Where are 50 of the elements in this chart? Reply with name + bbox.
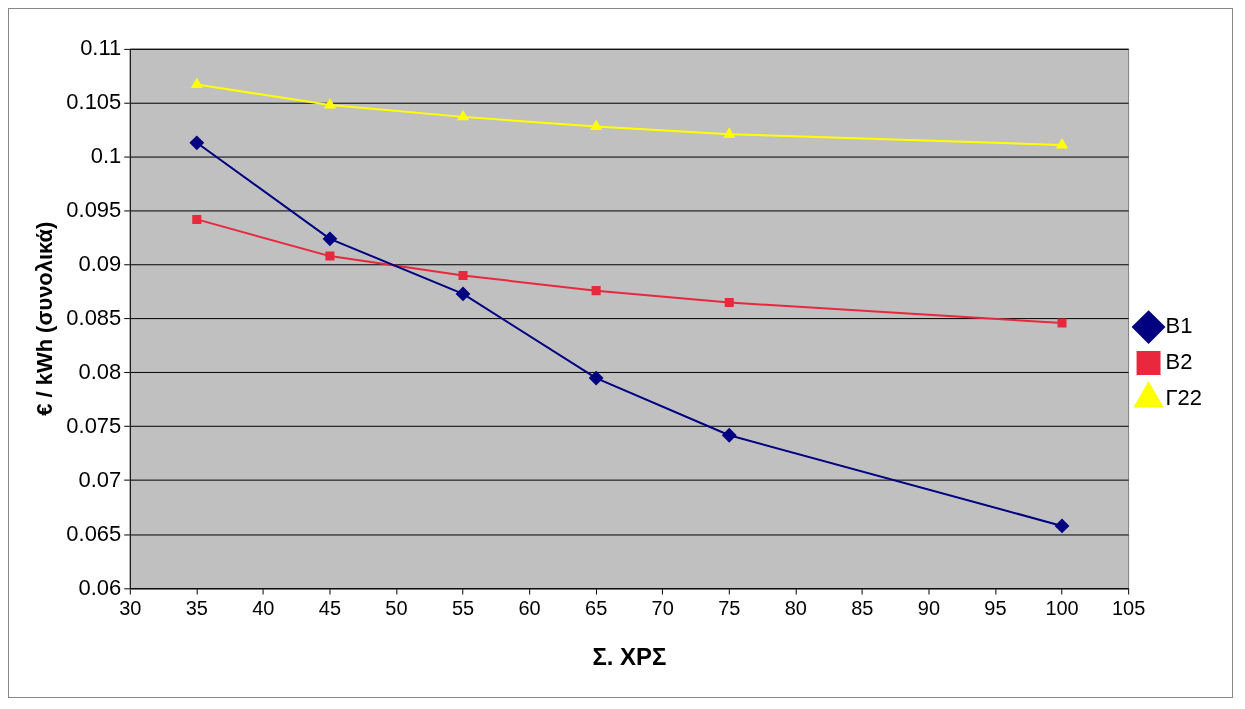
y-tick-label: 0.085	[66, 304, 122, 330]
y-tick-label: 0.075	[66, 412, 122, 438]
legend-label: B1	[1165, 313, 1193, 339]
x-tick-label: 45	[318, 596, 342, 619]
point	[724, 297, 734, 308]
point	[458, 271, 468, 281]
point	[456, 286, 471, 301]
point	[324, 99, 336, 109]
legend-label: Γ22	[1165, 384, 1203, 410]
y-axis-title: € / kWh (συνολικά)	[32, 221, 58, 416]
y-tick-label: 0.07	[78, 466, 122, 492]
point	[457, 110, 469, 121]
point	[1057, 318, 1067, 328]
x-tick-label: 40	[252, 596, 275, 619]
x-tick-label: 80	[784, 596, 807, 619]
point	[1055, 518, 1070, 533]
point	[591, 286, 601, 296]
x-tick-label: 90	[917, 596, 941, 619]
x-tick-label: 85	[851, 596, 874, 619]
point	[723, 128, 735, 138]
y-tick-label: 0.105	[66, 88, 122, 114]
point	[189, 135, 204, 150]
point	[589, 371, 604, 386]
y-tick-label: 0.095	[66, 196, 122, 222]
y-tick-label: 0.08	[78, 358, 122, 384]
point	[192, 214, 202, 224]
x-tick-label: 50	[385, 596, 408, 619]
legend-label: B2	[1165, 349, 1193, 375]
x-tick-label: 100	[1045, 596, 1079, 619]
point	[322, 231, 337, 246]
point	[1056, 138, 1068, 149]
x-tick-label: 30	[119, 596, 142, 619]
y-tick-label: 0.065	[66, 520, 122, 546]
y-tick-label: 0.06	[78, 574, 122, 600]
point	[191, 78, 203, 88]
x-tick-label: 55	[451, 596, 475, 619]
y-tick-label: 0.09	[78, 250, 122, 276]
x-tick-label: 65	[585, 596, 608, 619]
point	[722, 428, 737, 443]
point	[590, 120, 602, 131]
x-tick-label: 75	[718, 596, 741, 619]
x-axis-title: Σ. ΧΡΣ	[592, 643, 667, 671]
x-tick-label: 95	[984, 596, 1007, 619]
x-tick-label: 35	[185, 596, 208, 619]
y-tick-label: 0.1	[90, 142, 122, 168]
x-tick-label: 70	[651, 596, 674, 619]
point	[325, 251, 335, 261]
x-tick-label: 60	[518, 596, 541, 619]
x-tick-label: 105	[1111, 596, 1146, 619]
y-tick-label: 0.11	[80, 34, 122, 60]
